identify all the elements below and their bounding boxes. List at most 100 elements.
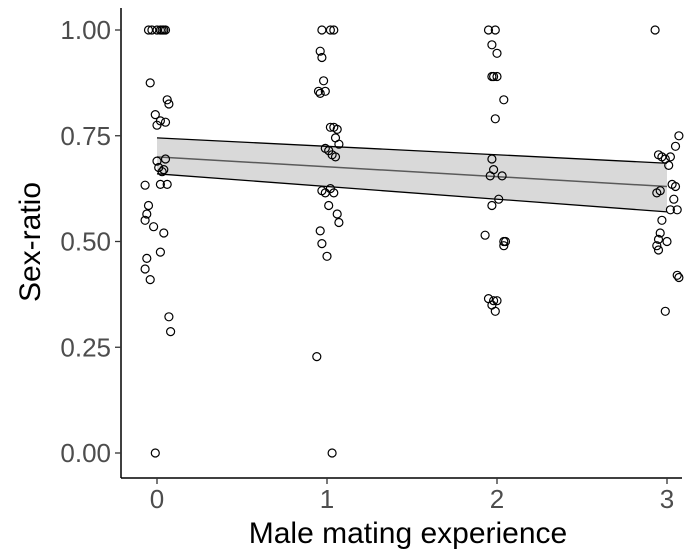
ci-upper-edge bbox=[156, 137, 668, 164]
data-point bbox=[494, 194, 504, 204]
data-point bbox=[497, 171, 507, 181]
data-point bbox=[155, 247, 165, 257]
ticks-layer: 0.00 0.25 0.50 0.75 1.00 0 1 2 3 bbox=[60, 15, 674, 514]
data-point bbox=[653, 234, 664, 244]
data-point bbox=[662, 236, 672, 247]
confidence-band bbox=[157, 137, 667, 212]
data-point bbox=[665, 152, 676, 162]
data-point bbox=[489, 296, 499, 306]
data-point bbox=[140, 264, 150, 274]
data-point bbox=[162, 95, 172, 105]
x-tick-label: 2 bbox=[490, 484, 504, 514]
data-point bbox=[160, 25, 171, 35]
data-point bbox=[490, 114, 500, 124]
data-point bbox=[489, 71, 499, 82]
data-point bbox=[150, 448, 160, 458]
data-point bbox=[672, 270, 682, 280]
data-point bbox=[159, 228, 169, 238]
data-point bbox=[329, 188, 339, 198]
data-point bbox=[672, 205, 682, 215]
data-point bbox=[152, 156, 162, 166]
data-point bbox=[334, 139, 344, 149]
data-point bbox=[142, 253, 152, 263]
data-point bbox=[487, 40, 497, 50]
data-point bbox=[492, 71, 502, 82]
data-point bbox=[317, 52, 327, 63]
data-point bbox=[655, 228, 665, 238]
data-point bbox=[650, 25, 660, 35]
data-point bbox=[149, 222, 159, 232]
data-point bbox=[313, 86, 324, 96]
data-point bbox=[487, 154, 497, 164]
y-tick-label: 0.75 bbox=[60, 121, 111, 151]
data-point bbox=[334, 217, 344, 228]
data-point bbox=[330, 152, 341, 162]
data-point bbox=[315, 46, 325, 56]
data-point bbox=[652, 241, 662, 251]
x-axis-title: Male mating experience bbox=[249, 517, 568, 550]
y-tick-label: 0.50 bbox=[60, 227, 111, 257]
data-point bbox=[312, 352, 322, 362]
data-point bbox=[327, 448, 337, 458]
data-point bbox=[157, 167, 167, 177]
data-point bbox=[665, 205, 676, 215]
data-point bbox=[485, 171, 495, 181]
data-point bbox=[670, 181, 681, 192]
data-point bbox=[140, 180, 150, 190]
data-point bbox=[324, 200, 334, 211]
data-point bbox=[487, 200, 497, 211]
data-point bbox=[499, 241, 509, 251]
data-point bbox=[164, 312, 174, 322]
data-point bbox=[155, 179, 165, 189]
data-point bbox=[315, 88, 325, 99]
data-point bbox=[670, 141, 681, 151]
data-point bbox=[664, 160, 674, 170]
y-axis-title: Sex-ratio bbox=[14, 182, 47, 302]
data-point bbox=[160, 117, 171, 127]
axes-layer bbox=[120, 8, 682, 479]
data-point bbox=[480, 230, 490, 240]
ci-lower-edge bbox=[156, 173, 668, 213]
y-tick-label: 1.00 bbox=[60, 15, 111, 45]
data-point bbox=[499, 95, 509, 105]
data-point bbox=[317, 25, 327, 35]
data-point bbox=[325, 25, 335, 35]
data-point bbox=[143, 200, 154, 211]
data-point bbox=[329, 25, 339, 35]
data-point bbox=[652, 188, 662, 198]
data-point bbox=[483, 25, 494, 35]
x-tick-label: 0 bbox=[150, 484, 164, 514]
data-point bbox=[492, 48, 502, 58]
fit-line bbox=[156, 156, 668, 188]
data-point bbox=[159, 165, 169, 175]
data-point bbox=[142, 209, 152, 219]
data-point bbox=[490, 306, 500, 316]
data-points-layer bbox=[140, 25, 684, 458]
data-point bbox=[653, 245, 664, 255]
x-tick-label: 1 bbox=[320, 484, 334, 514]
data-point bbox=[164, 99, 174, 109]
data-point bbox=[150, 109, 160, 120]
data-point bbox=[319, 76, 329, 86]
data-point bbox=[674, 131, 684, 141]
y-tick-label: 0.25 bbox=[60, 332, 111, 362]
confidence-band-layer bbox=[156, 137, 668, 213]
data-point bbox=[325, 122, 335, 132]
data-point bbox=[669, 194, 679, 204]
data-point bbox=[145, 78, 155, 88]
x-tick-label: 3 bbox=[660, 484, 674, 514]
data-point bbox=[660, 306, 670, 316]
data-point bbox=[500, 236, 511, 247]
data-point bbox=[145, 275, 155, 285]
data-point bbox=[322, 251, 332, 261]
data-point bbox=[674, 272, 684, 283]
data-point bbox=[657, 215, 667, 225]
data-point bbox=[490, 25, 500, 35]
data-point bbox=[317, 239, 327, 249]
data-point bbox=[152, 120, 162, 130]
data-point bbox=[140, 215, 150, 225]
data-point bbox=[315, 226, 325, 236]
y-tick-label: 0.00 bbox=[60, 438, 111, 468]
data-point bbox=[332, 124, 342, 134]
